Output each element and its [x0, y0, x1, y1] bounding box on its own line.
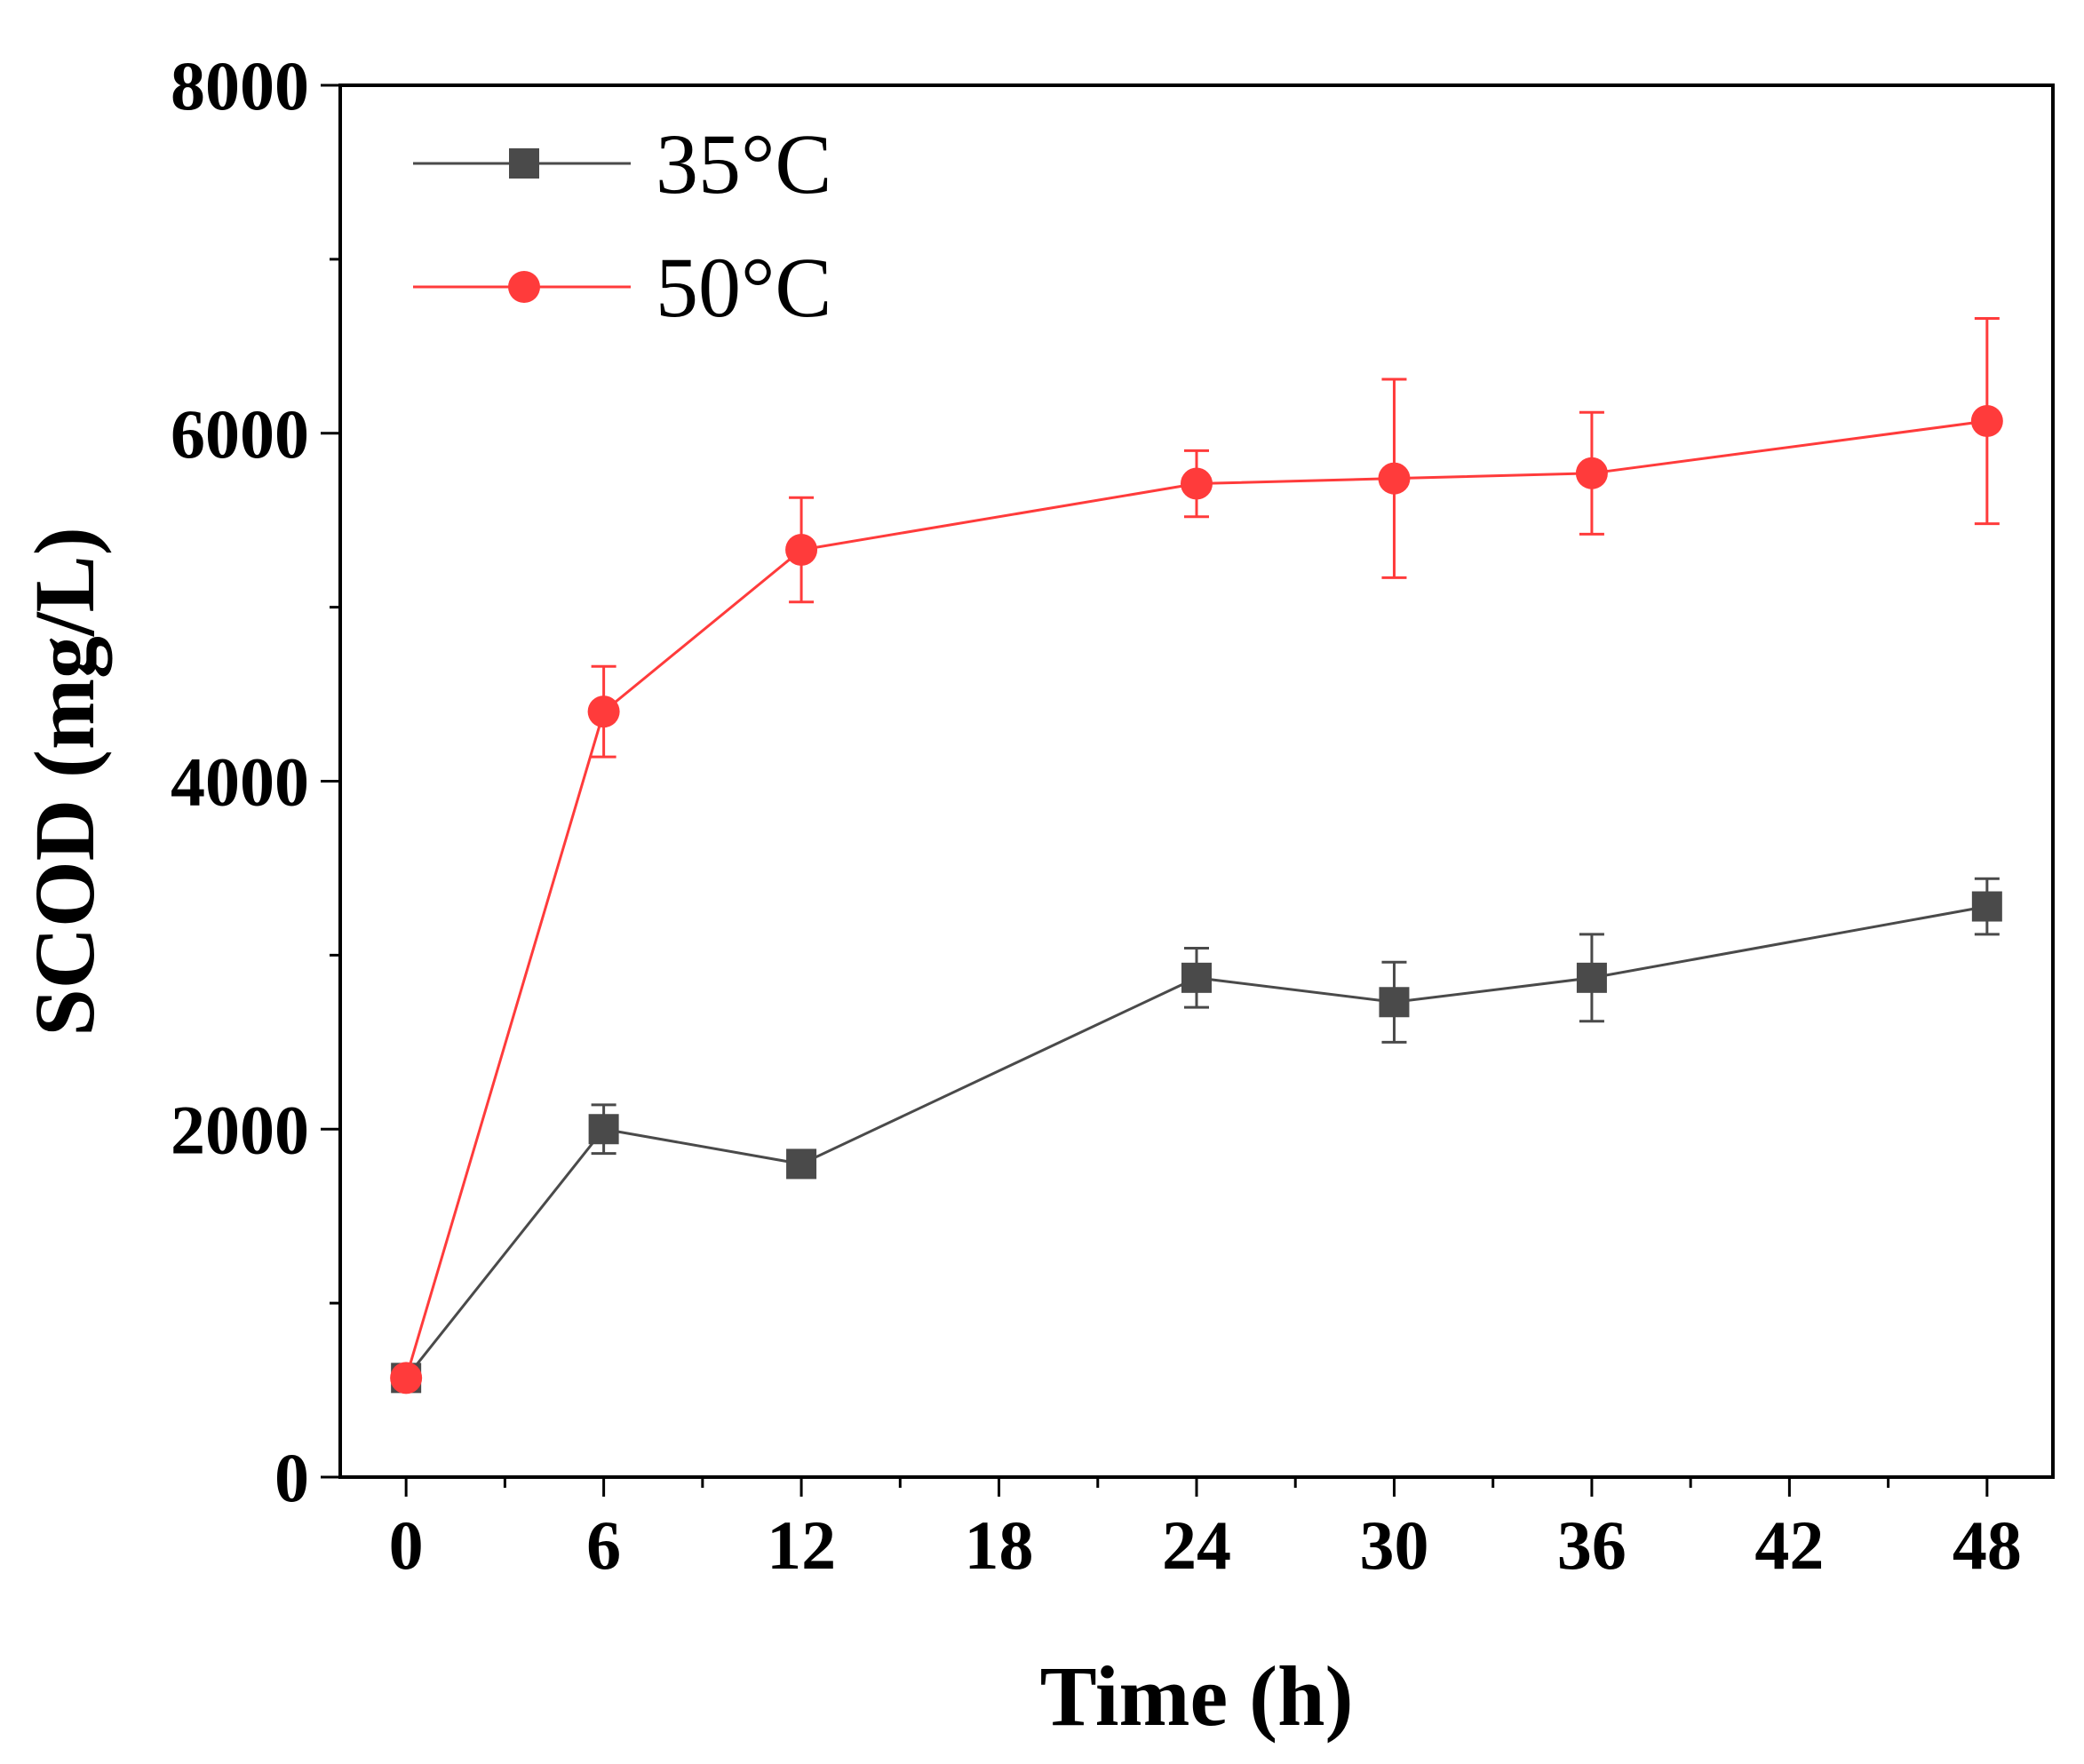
legend-marker [509, 148, 539, 179]
data-point [1970, 405, 2003, 438]
x-tick-label: 42 [1754, 1506, 1824, 1584]
data-point [1971, 891, 2002, 922]
x-tick-label: 0 [389, 1506, 424, 1584]
legend-label: 35°C [656, 116, 831, 211]
legend-label: 50°C [656, 240, 831, 335]
data-point [390, 1362, 423, 1395]
data-point [786, 1148, 817, 1180]
series-line [404, 419, 1988, 1379]
data-point [1575, 457, 1608, 489]
data-point [785, 533, 818, 566]
y-tick-label: 4000 [171, 743, 309, 821]
y-tick-label: 6000 [171, 395, 309, 473]
data-point [1181, 467, 1213, 500]
legend: 35°C 50°C [413, 116, 831, 335]
data-point [1576, 962, 1607, 993]
y-tick-label: 2000 [171, 1091, 309, 1168]
data-point [1378, 462, 1411, 495]
legend-marker [508, 271, 540, 303]
data-point [587, 695, 620, 728]
series-layer [390, 316, 2003, 1395]
data-point [588, 1114, 619, 1145]
series-50c [390, 316, 2003, 1395]
x-tick-label: 6 [586, 1506, 621, 1584]
x-tick-label: 12 [767, 1506, 836, 1584]
data-point [1379, 987, 1410, 1018]
x-tick-label: 18 [965, 1506, 1034, 1584]
x-tick-label: 36 [1557, 1506, 1627, 1584]
x-tick-label: 24 [1162, 1506, 1231, 1584]
series-35c [391, 877, 2002, 1394]
y-axis-title: SCOD (mg/L) [17, 527, 112, 1036]
plot-frame [338, 83, 2055, 1479]
x-axis-title: Time (h) [1040, 1649, 1354, 1744]
axis-ticks: 0 6 12 18 24 30 36 42 48 0 2000 4000 6000 8000 [171, 47, 2022, 1584]
data-point [1181, 962, 1212, 993]
x-tick-label: 30 [1359, 1506, 1428, 1584]
x-tick-label: 48 [1953, 1506, 2022, 1584]
y-tick-label: 8000 [171, 47, 309, 124]
y-tick-label: 0 [274, 1439, 309, 1516]
